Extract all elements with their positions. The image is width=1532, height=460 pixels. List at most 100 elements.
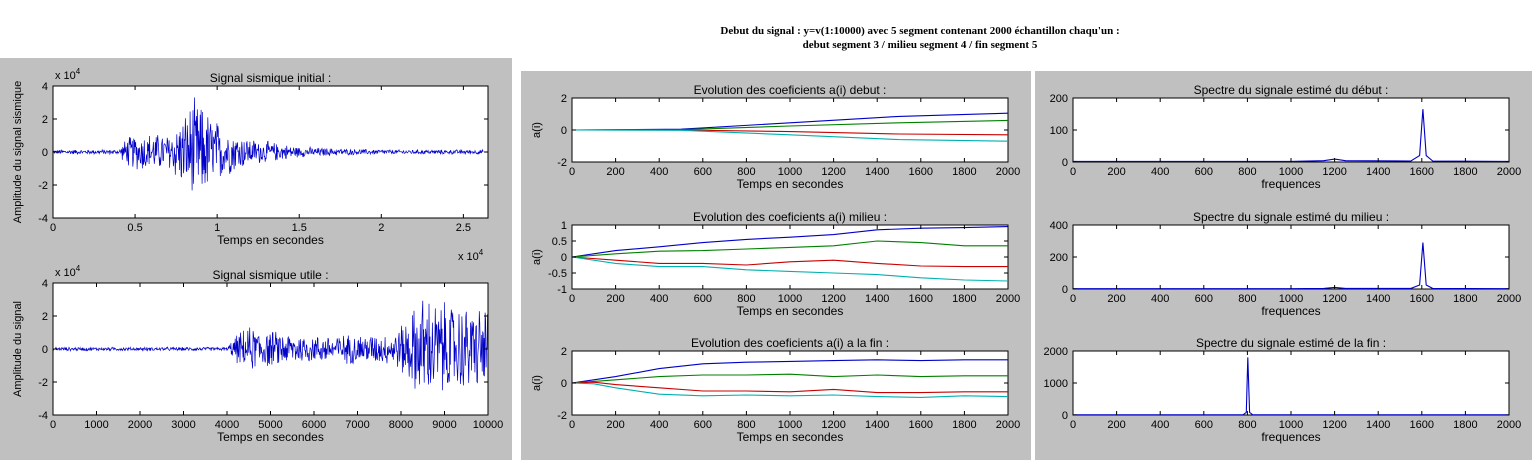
series-line-4-2 bbox=[572, 381, 1008, 394]
x-tick-label-6-6: 1200 bbox=[1322, 293, 1346, 305]
chart-title-5: Spectre du signale estimé du début : bbox=[1194, 83, 1389, 97]
plot-area-6 bbox=[1072, 224, 1510, 290]
x-axis-label-5: frequences bbox=[1261, 177, 1320, 191]
x-tick-label-3-6: 1200 bbox=[821, 293, 845, 305]
series-line-3-2 bbox=[572, 256, 1008, 268]
series-line-5-0 bbox=[1073, 109, 1509, 162]
series-line-3-0 bbox=[572, 226, 1008, 258]
x-tick-label-2-10: 2000 bbox=[996, 166, 1020, 178]
x-tick-label-3-7: 1400 bbox=[865, 293, 889, 305]
series-line-4-1 bbox=[572, 373, 1008, 384]
x-axis-label-3: Temps en secondes bbox=[737, 304, 844, 318]
x-tick-label-6-1: 200 bbox=[1107, 293, 1125, 305]
x-tick-label-3-10: 2000 bbox=[996, 293, 1020, 305]
y-tick-label-1-0: -4 bbox=[38, 410, 48, 422]
x-tick-label-4-0: 0 bbox=[569, 419, 575, 431]
chart-title-1: Signal sismique utile : bbox=[212, 268, 328, 282]
x-tick-label-1-1: 1000 bbox=[84, 419, 108, 431]
chart-title-4: Evolution des coeficients a(i) a la fin … bbox=[691, 336, 889, 350]
x-tick-label-4-8: 1600 bbox=[909, 419, 933, 431]
x-tick-label-7-6: 1200 bbox=[1322, 419, 1346, 431]
y-tick-label-1-3: 2 bbox=[42, 311, 48, 323]
y-tick-label-3-4: 1 bbox=[561, 220, 567, 232]
y-tick-label-3-1: -0.5 bbox=[548, 268, 567, 280]
x-axis-label-7: frequences bbox=[1261, 430, 1320, 444]
y-tick-label-6-2: 400 bbox=[1050, 220, 1068, 232]
x-tick-label-0-3: 1.5 bbox=[292, 222, 307, 234]
plot-area-5 bbox=[1072, 97, 1510, 163]
x-tick-label-6-3: 600 bbox=[1195, 293, 1213, 305]
x-tick-label-2-5: 1000 bbox=[778, 166, 802, 178]
x-tick-label-1-9: 9000 bbox=[432, 419, 456, 431]
x-tick-label-6-2: 400 bbox=[1151, 293, 1169, 305]
y-tick-label-0-3: 2 bbox=[42, 114, 48, 126]
y-tick-label-4-0: -2 bbox=[557, 410, 567, 422]
y-tick-label-7-0: 0 bbox=[1062, 410, 1068, 422]
x-tick-label-4-2: 400 bbox=[650, 419, 668, 431]
x-tick-label-1-8: 8000 bbox=[389, 419, 413, 431]
y-axis-label-4: a(i) bbox=[531, 375, 543, 391]
x-tick-label-7-10: 2000 bbox=[1497, 419, 1521, 431]
x-tick-label-7-0: 0 bbox=[1070, 419, 1076, 431]
x-axis-label-6: frequences bbox=[1261, 304, 1320, 318]
x-tick-label-5-10: 2000 bbox=[1497, 166, 1521, 178]
y-tick-label-2-0: -2 bbox=[557, 157, 567, 169]
x-axis-label-4: Temps en secondes bbox=[737, 430, 844, 444]
y-tick-label-0-1: -2 bbox=[38, 180, 48, 192]
y-exponent-1: x 104 bbox=[55, 264, 81, 279]
series-line-0-0 bbox=[53, 97, 484, 191]
x-tick-label-2-0: 0 bbox=[569, 166, 575, 178]
x-tick-label-7-3: 600 bbox=[1195, 419, 1213, 431]
chart-title-7: Spectre du signale estimé de la fin : bbox=[1196, 336, 1386, 350]
series-line-6-0 bbox=[1073, 242, 1509, 289]
x-tick-label-5-8: 1600 bbox=[1410, 166, 1434, 178]
x-tick-label-6-8: 1600 bbox=[1410, 293, 1434, 305]
x-tick-label-5-0: 0 bbox=[1070, 166, 1076, 178]
x-tick-label-0-2: 1 bbox=[214, 222, 220, 234]
y-tick-label-7-1: 1000 bbox=[1044, 378, 1068, 390]
y-tick-label-3-2: 0 bbox=[561, 252, 567, 264]
x-tick-label-2-7: 1400 bbox=[865, 166, 889, 178]
x-tick-label-0-4: 2 bbox=[378, 222, 384, 234]
x-tick-label-2-6: 1200 bbox=[821, 166, 845, 178]
x-tick-label-2-4: 800 bbox=[737, 166, 755, 178]
x-tick-label-4-6: 1200 bbox=[821, 419, 845, 431]
plot-area-7 bbox=[1072, 350, 1510, 416]
y-tick-label-4-2: 2 bbox=[561, 346, 567, 358]
x-tick-label-6-5: 1000 bbox=[1279, 293, 1303, 305]
x-axis-label-1: Temps en secondes bbox=[217, 430, 324, 444]
x-exponent-0: x 104 bbox=[458, 248, 484, 263]
x-tick-label-1-4: 4000 bbox=[215, 419, 239, 431]
y-axis-label-1: Amplitude du signal bbox=[12, 301, 24, 397]
series-line-4-3 bbox=[572, 382, 1008, 398]
x-tick-label-4-9: 1800 bbox=[952, 419, 976, 431]
x-axis-label-2: Temps en secondes bbox=[737, 177, 844, 191]
y-exponent-0: x 104 bbox=[55, 67, 81, 82]
x-tick-label-7-1: 200 bbox=[1107, 419, 1125, 431]
chart-title-6: Spectre du signale estimé du milieu : bbox=[1193, 210, 1389, 224]
y-tick-label-1-4: 4 bbox=[42, 278, 48, 290]
x-tick-label-5-1: 200 bbox=[1107, 166, 1125, 178]
x-tick-label-6-7: 1400 bbox=[1366, 293, 1390, 305]
x-tick-label-2-2: 400 bbox=[650, 166, 668, 178]
y-tick-label-3-3: 0.5 bbox=[552, 236, 567, 248]
x-tick-label-7-4: 800 bbox=[1238, 419, 1256, 431]
series-line-7-0 bbox=[1073, 357, 1509, 415]
x-tick-label-3-0: 0 bbox=[569, 293, 575, 305]
y-tick-label-0-2: 0 bbox=[42, 147, 48, 159]
chart-title-0: Signal sismique initial : bbox=[210, 71, 331, 85]
y-axis-label-0: Amplitude du signal sismique bbox=[12, 81, 24, 223]
x-tick-label-1-0: 0 bbox=[50, 419, 56, 431]
x-tick-label-5-4: 800 bbox=[1238, 166, 1256, 178]
x-tick-label-3-1: 200 bbox=[606, 293, 624, 305]
x-tick-label-3-8: 1600 bbox=[909, 293, 933, 305]
x-tick-label-6-10: 2000 bbox=[1497, 293, 1521, 305]
x-tick-label-3-4: 800 bbox=[737, 293, 755, 305]
y-axis-label-2: a(i) bbox=[531, 122, 543, 138]
x-tick-label-1-7: 7000 bbox=[345, 419, 369, 431]
y-tick-label-5-0: 0 bbox=[1062, 157, 1068, 169]
x-tick-label-1-6: 6000 bbox=[302, 419, 326, 431]
x-axis-label-0: Temps en secondes bbox=[217, 233, 324, 247]
x-tick-label-3-9: 1800 bbox=[952, 293, 976, 305]
